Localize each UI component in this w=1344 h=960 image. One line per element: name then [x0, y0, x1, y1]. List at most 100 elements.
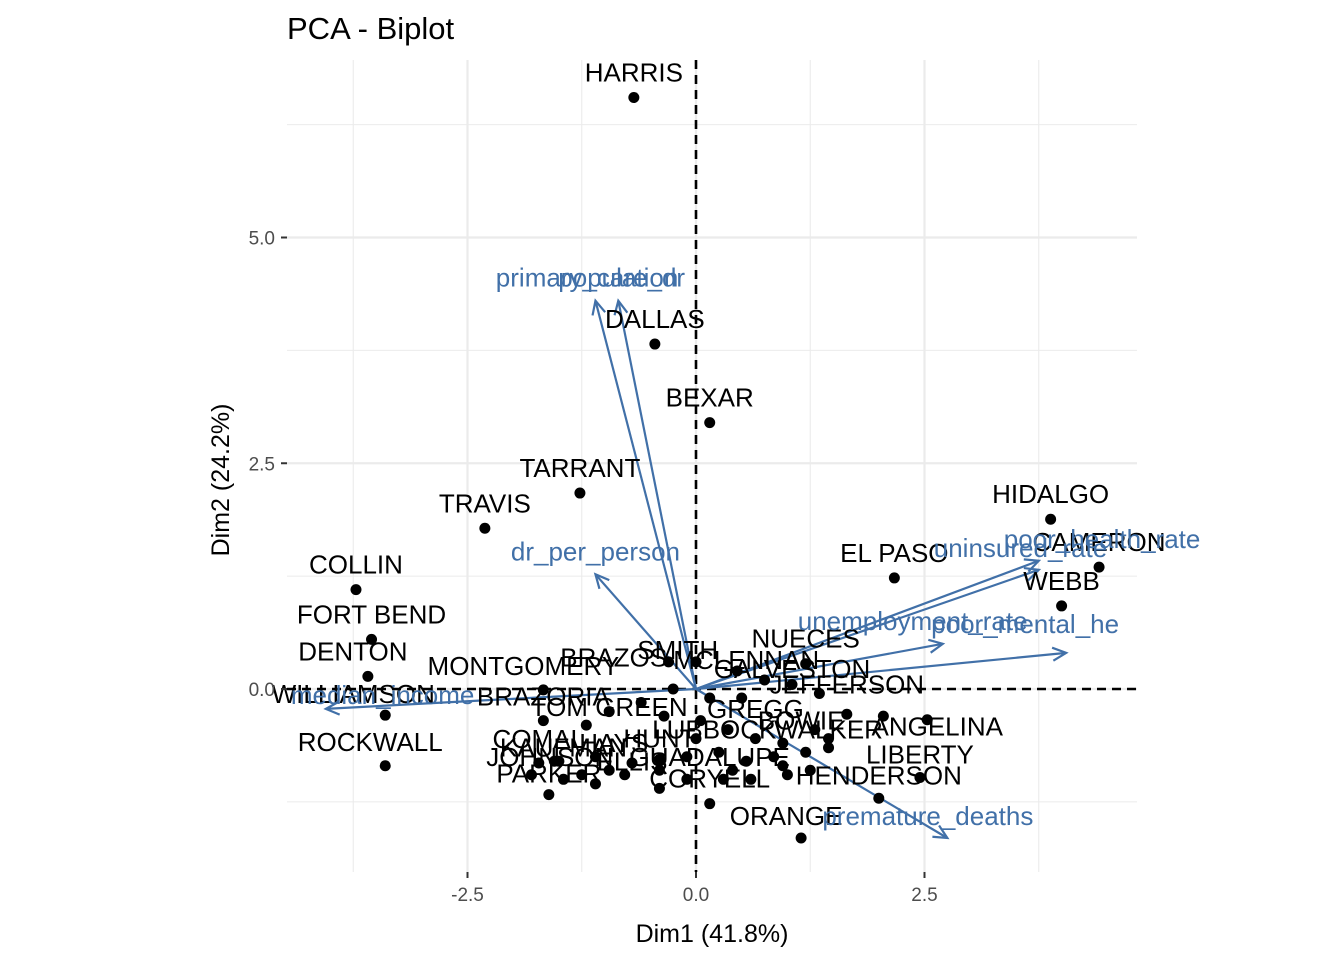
- cluster-label: JOHNSON: [486, 742, 613, 772]
- point-cluster: [823, 733, 835, 745]
- label-brazoria: BRAZORIA: [477, 682, 611, 712]
- axes: -2.5 0.0 2.5 0.0 2.5 5.0: [249, 229, 938, 907]
- point-cluster: [823, 742, 835, 754]
- cluster-label: BRAZOS: [560, 642, 667, 672]
- point-henderson: [873, 792, 885, 804]
- point-cluster: [749, 733, 761, 745]
- point-dallas: [649, 338, 661, 350]
- point-cluster: [717, 773, 729, 785]
- x-tick-label: -2.5: [451, 885, 484, 906]
- cluster-label: HAYS: [579, 728, 648, 758]
- arrow-shaft: [695, 688, 948, 839]
- cluster-label: ELLIS: [597, 746, 668, 776]
- arrow-head: [613, 298, 629, 316]
- point-brazoria: [537, 715, 549, 727]
- arrow-poor-mental-health: [695, 646, 1069, 691]
- label-cameron: CAMERON: [1033, 527, 1166, 557]
- point-cluster: [589, 778, 601, 790]
- point-labels: HARRIS DALLAS BEXAR TARRANT TRAVIS COLLIN FORT…: [272, 58, 1166, 831]
- point-cluster: [658, 710, 670, 722]
- variable-arrows: [323, 298, 1069, 840]
- point-parker: [543, 789, 555, 801]
- arrow-head: [928, 638, 946, 654]
- arrow-head: [593, 572, 610, 590]
- var-label-poor-mental-health: poor_mental_he: [931, 609, 1119, 639]
- point-cluster: [704, 692, 716, 704]
- label-dallas: DALLAS: [605, 304, 705, 334]
- label-nueces: NUECES: [752, 624, 860, 654]
- cluster-label: TOM GREEN: [531, 692, 688, 722]
- point-cluster: [626, 757, 638, 769]
- point-cluster: [745, 773, 757, 785]
- arrow-head: [323, 700, 341, 716]
- var-label-unemployment-rate: unemployment_rate: [798, 606, 1028, 636]
- point-travis: [479, 522, 491, 534]
- y-tick-label: 0.0: [249, 680, 275, 701]
- point-cluster: [603, 764, 615, 776]
- point-orange: [795, 832, 807, 844]
- label-orange: ORANGE: [730, 801, 843, 831]
- point-tarrant: [574, 487, 586, 499]
- point-cluster: [759, 674, 771, 686]
- point-cluster: [653, 764, 665, 776]
- point-cluster: [786, 678, 798, 690]
- point-cameron: [1093, 561, 1105, 573]
- var-label-poor-health-rate: poor_health_rate: [1004, 524, 1201, 554]
- cluster-label: BOWIE: [758, 706, 845, 736]
- label-comal: COMAL: [493, 724, 585, 754]
- cluster-label: WALKER: [774, 715, 883, 745]
- point-cluster: [525, 769, 537, 781]
- point-cluster: [603, 706, 615, 718]
- var-label-primary-care-dr: primary_care_dr: [496, 263, 686, 293]
- point-comal: [533, 757, 545, 769]
- label-rockwall: ROCKWALL: [298, 727, 443, 757]
- point-cluster: [580, 719, 592, 731]
- individual-points: [350, 92, 1105, 844]
- arrow-head: [591, 298, 607, 316]
- label-harris: HARRIS: [585, 58, 683, 88]
- point-montgomery: [537, 684, 549, 696]
- cluster-label: JEFFERSON: [770, 670, 925, 700]
- point-angelina: [921, 714, 933, 726]
- point-cluster: [667, 683, 679, 695]
- arrow-premature-deaths: [695, 688, 950, 840]
- arrow-head: [1023, 566, 1042, 582]
- point-cluster: [576, 769, 588, 781]
- point-cluster: [813, 688, 825, 700]
- point-cluster: [690, 733, 702, 745]
- arrow-head: [1051, 646, 1069, 662]
- label-parker: PARKER: [496, 759, 601, 789]
- label-coryell: CORYELL: [649, 764, 770, 794]
- arrow-shaft: [325, 687, 697, 710]
- label-montgomery: MONTGOMERY: [428, 651, 620, 681]
- point-collin: [350, 584, 362, 596]
- point-hidalgo: [1045, 513, 1057, 525]
- arrow-median-income: [323, 687, 697, 716]
- point-cluster: [740, 755, 752, 767]
- arrow-shaft: [594, 300, 698, 690]
- x-tick-label: 2.5: [911, 885, 937, 906]
- label-liberty: LIBERTY: [866, 739, 974, 769]
- y-tick-label: 2.5: [249, 454, 275, 475]
- point-cluster: [809, 724, 821, 736]
- point-el-paso: [888, 572, 900, 584]
- x-axis-title: Dim1 (41.8%): [636, 920, 789, 948]
- point-cluster: [695, 715, 707, 727]
- arrow-dr-per-person: [593, 572, 697, 690]
- label-el-paso: EL PASO: [840, 538, 948, 568]
- label-collin: COLLIN: [309, 550, 403, 580]
- label-henderson: HENDERSON: [796, 760, 962, 790]
- var-label-median-income: median_income: [291, 680, 475, 710]
- point-cluster: [768, 751, 780, 763]
- point-denton: [362, 670, 374, 682]
- point-cluster: [635, 697, 647, 709]
- point-webb: [1056, 600, 1068, 612]
- point-cluster: [681, 751, 693, 763]
- label-bexar: BEXAR: [666, 383, 754, 413]
- cluster-label: LUBBOCK: [652, 715, 777, 745]
- point-williamson: [379, 709, 391, 721]
- label-travis: TRAVIS: [439, 488, 531, 518]
- y-axis-title: Dim2 (24.2%): [207, 404, 235, 557]
- arrow-unemployment-rate: [695, 638, 946, 691]
